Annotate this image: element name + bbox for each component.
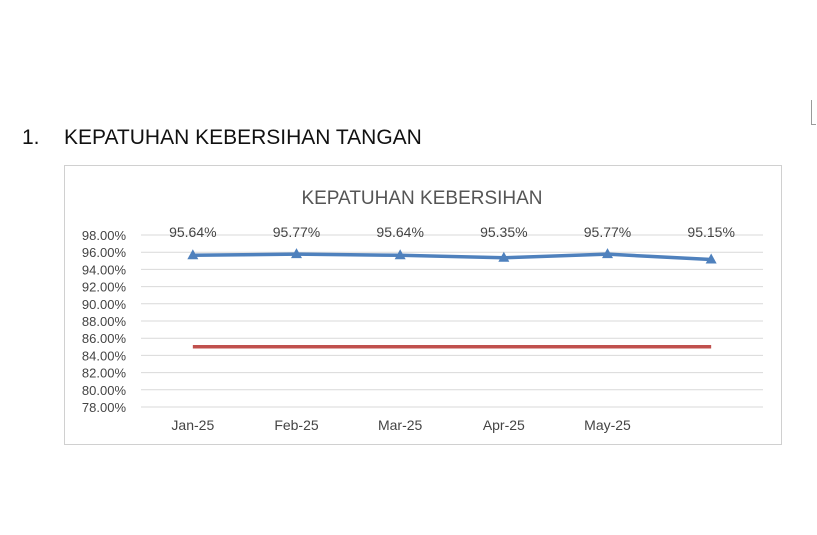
data-label: 95.35% — [480, 224, 527, 240]
y-tick-label: 98.00% — [82, 228, 127, 243]
chart-container: KEPATUHAN KEBERSIHAN 98.00% 96.00% 94.00% 9… — [64, 165, 782, 445]
data-point-marker — [187, 249, 199, 260]
y-tick-label: 90.00% — [82, 297, 127, 312]
y-tick-label: 84.00% — [82, 348, 127, 363]
data-point-marker — [498, 251, 510, 262]
section-number: 1. — [22, 126, 40, 149]
y-tick-label: 92.00% — [82, 280, 127, 295]
x-tick-label: Feb-25 — [274, 417, 319, 433]
x-tick-label: Jan-25 — [171, 417, 214, 433]
y-tick-label: 80.00% — [82, 383, 127, 398]
section-heading: 1. KEPATUHAN KEBERSIHAN TANGAN — [22, 126, 422, 150]
data-point-marker — [602, 248, 613, 259]
x-tick-label: Mar-25 — [378, 417, 423, 433]
section-title: KEPATUHAN KEBERSIHAN TANGAN — [64, 126, 422, 149]
data-label: 95.15% — [687, 224, 734, 240]
compliance-series-line — [192, 252, 712, 262]
page-edge-mark — [811, 100, 816, 125]
y-tick-label: 94.00% — [82, 262, 127, 277]
line-chart: KEPATUHAN KEBERSIHAN 98.00% 96.00% 94.00% 9… — [82, 188, 763, 433]
x-tick-label: Apr-25 — [483, 417, 525, 433]
chart-title: KEPATUHAN KEBERSIHAN — [301, 188, 542, 209]
data-label: 95.64% — [169, 224, 216, 240]
data-point-marker — [394, 249, 406, 260]
data-point-marker — [291, 248, 302, 259]
data-point-marker — [705, 253, 717, 264]
y-tick-label: 96.00% — [82, 245, 127, 260]
y-tick-label: 78.00% — [82, 400, 127, 415]
data-label: 95.64% — [376, 224, 423, 240]
x-tick-label: May-25 — [584, 417, 631, 433]
data-label: 95.77% — [584, 224, 631, 240]
y-tick-label: 82.00% — [82, 366, 127, 381]
y-tick-label: 88.00% — [82, 314, 127, 329]
y-tick-label: 86.00% — [82, 331, 127, 346]
data-label: 95.77% — [273, 224, 320, 240]
